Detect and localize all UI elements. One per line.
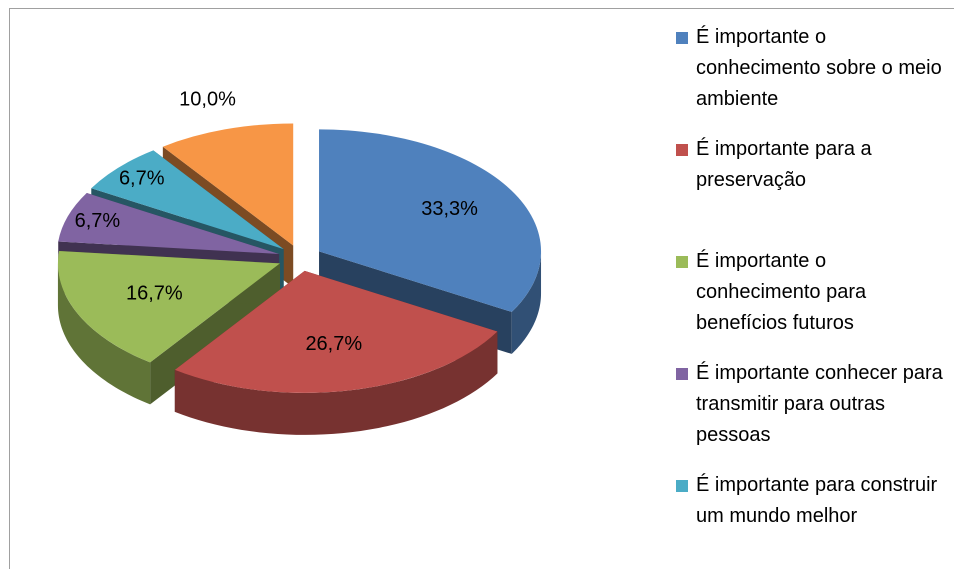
legend-entry: É importante para a preservação [676,134,948,196]
slice [174,270,498,435]
legend-entry: É importante o conhecimento para benefíc… [676,246,948,339]
slice-top [174,270,498,393]
slice-wall [57,263,151,405]
slice-wall [174,331,498,435]
legend-label: É importante para construir um mundo mel… [696,474,938,527]
data-label: 10,0% [179,89,236,111]
legend-swatch [676,32,688,44]
data-label: 6,7% [75,210,121,232]
data-label: 26,7% [305,333,362,355]
legend-label: É importante conhecer para transmitir pa… [696,362,943,446]
legend-swatch [676,144,688,156]
slice-top [319,129,542,312]
data-label: 33,3% [421,198,478,220]
legend-label: É importante para a preservação [696,138,872,191]
legend-entry: É importante o conhecimento sobre o meio… [676,22,948,115]
data-label: 16,7% [126,283,183,305]
legend-swatch [676,368,688,380]
legend-swatch [676,256,688,268]
slice-wall [511,251,542,354]
legend-swatch [676,480,688,492]
slice-top [58,193,280,254]
slice-top [57,250,280,363]
legend-label: É importante o conhecimento para benefíc… [696,250,867,334]
slice-top [91,150,284,250]
legend-label: É importante o conhecimento sobre o meio… [696,26,942,110]
data-label: 6,7% [119,167,165,189]
legend-entry: É importante para construir um mundo mel… [676,470,948,532]
frame [9,8,954,569]
legend-entry: É importante conhecer para transmitir pa… [676,358,948,451]
slice-top [162,123,294,246]
